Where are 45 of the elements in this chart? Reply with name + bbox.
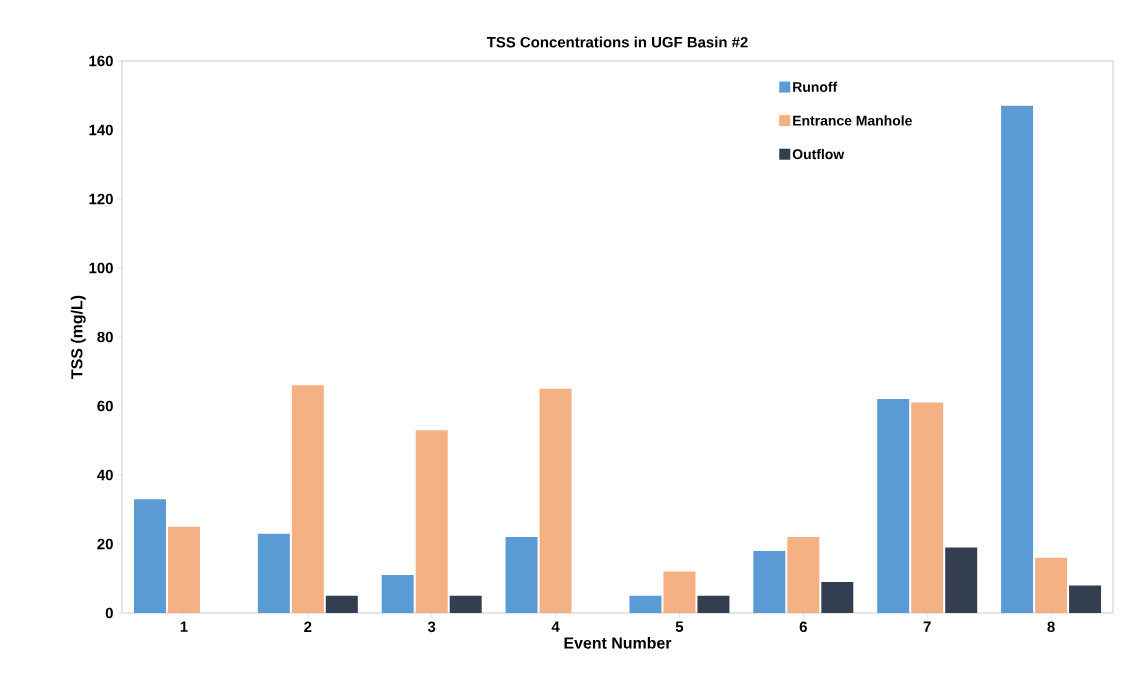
x-tick-label: 3 xyxy=(427,621,436,633)
bar xyxy=(257,533,290,613)
y-tick-label: 120 xyxy=(89,193,113,205)
y-tick-label: 20 xyxy=(97,538,113,550)
x-axis-title: Event Number xyxy=(564,636,672,649)
y-tick-label: 0 xyxy=(105,607,113,619)
bar xyxy=(539,388,572,613)
x-tick-label: 7 xyxy=(923,621,931,632)
bar xyxy=(787,537,820,613)
y-tick-label: 80 xyxy=(97,331,113,343)
x-tick-label: 8 xyxy=(1047,621,1055,633)
bar xyxy=(945,547,978,613)
y-axis-title: TSS (mg/L) xyxy=(70,295,86,379)
bar xyxy=(821,581,854,613)
bar xyxy=(167,526,200,613)
bar xyxy=(1035,557,1068,613)
legend-label: Outflow xyxy=(792,148,845,160)
bar xyxy=(697,595,730,613)
y-tick-label: 140 xyxy=(89,124,113,136)
bar xyxy=(663,571,696,613)
bar xyxy=(133,499,166,613)
y-tick-label: 60 xyxy=(97,400,113,412)
x-tick-label: 2 xyxy=(304,621,312,632)
x-tick-label: 6 xyxy=(799,621,807,633)
bar xyxy=(1001,105,1034,613)
chart-title: TSS Concentrations in UGF Basin #2 xyxy=(486,36,748,48)
bar xyxy=(911,402,944,613)
x-tick-label: 4 xyxy=(551,621,560,632)
bar xyxy=(449,595,482,613)
bar xyxy=(415,430,448,613)
bar xyxy=(1069,585,1102,613)
bar xyxy=(325,595,358,613)
bar xyxy=(291,385,324,613)
bar xyxy=(505,537,538,613)
bar xyxy=(877,399,910,613)
y-tick-label: 160 xyxy=(89,55,113,67)
legend-label: Entrance Manhole xyxy=(793,115,912,126)
legend-label: Runoff xyxy=(793,81,838,92)
bar xyxy=(629,595,662,613)
y-tick-label: 100 xyxy=(89,262,113,274)
y-tick-label: 40 xyxy=(97,469,113,481)
bar xyxy=(753,550,786,613)
bar xyxy=(381,575,414,613)
x-tick-label: 5 xyxy=(675,621,684,632)
x-tick-label: 1 xyxy=(180,621,188,632)
